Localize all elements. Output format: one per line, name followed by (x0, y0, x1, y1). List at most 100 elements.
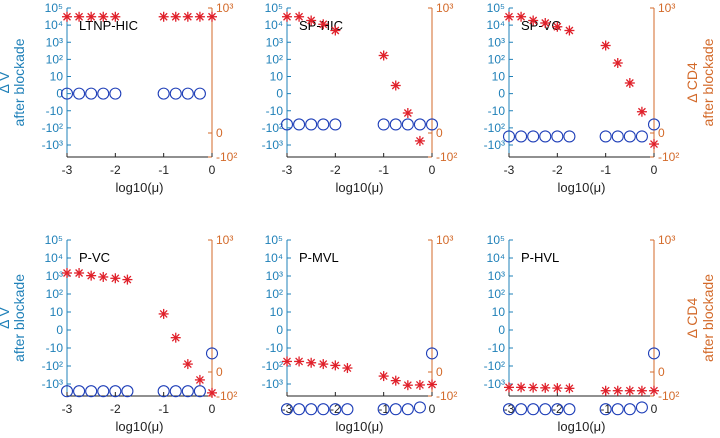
delta-v-circle-marker (109, 87, 122, 100)
asterisk-stroke (63, 269, 71, 277)
delta-v-circle-marker (60, 385, 74, 398)
right-tick-label: 10³ (216, 1, 233, 15)
cd4-asterisk-marker (182, 11, 193, 22)
right-tick-label: -10² (436, 150, 457, 164)
delta-v-circle-marker (502, 130, 516, 143)
delta-v-circle-marker (181, 385, 194, 398)
left-axis-title: Δ Vafter blockade (0, 38, 27, 126)
cd4-asterisk-marker (414, 135, 425, 146)
asterisk-stroke (391, 376, 400, 385)
left-tick-label: 10⁵ (45, 1, 63, 15)
delta-v-circle-marker (377, 118, 390, 131)
asterisk-stroke (517, 383, 526, 392)
x-tick-label: 0 (651, 163, 658, 177)
cd4-asterisk-marker (540, 18, 551, 28)
cd4-asterisk-marker (504, 382, 514, 393)
cd4-asterisk-marker (564, 383, 575, 394)
delta-v-circle-marker (157, 87, 170, 100)
cd4-asterisk-marker (636, 385, 647, 396)
cd4-asterisk-marker (170, 11, 181, 22)
left-tick-label: -10 (46, 104, 64, 118)
panel-title: LTNP-HIC (79, 18, 138, 33)
cd4-asterisk-marker (414, 379, 425, 390)
delta-v-circle-marker (563, 403, 576, 416)
asterisk-stroke (183, 12, 192, 21)
right-tick-label: 10³ (436, 233, 453, 247)
x-tick-label: -2 (110, 163, 121, 177)
right-tick-label: 0 (658, 365, 665, 379)
left-tick-label: -10² (262, 359, 283, 373)
right-axis-title: Δ CD4 after blockade (684, 38, 716, 126)
cd4-asterisk-marker (62, 11, 72, 22)
asterisk-stroke (99, 12, 108, 21)
asterisk-stroke (208, 12, 216, 21)
left-tick-label: 10³ (46, 269, 63, 283)
delta-v-circle-marker (413, 118, 426, 131)
x-tick-label: -1 (158, 402, 169, 416)
left-tick-label: 10³ (488, 35, 505, 49)
cd4-asterisk-marker (86, 11, 97, 22)
asterisk-stroke (517, 12, 526, 21)
delta-v-circle-marker (329, 118, 342, 131)
x-axis-label: log10(μ) (558, 180, 606, 195)
left-tick-label: 10³ (46, 35, 63, 49)
right-tick-label: 0 (436, 365, 443, 379)
asterisk-stroke (111, 274, 120, 283)
asterisk-stroke (601, 386, 610, 395)
right-tick-label: 10³ (216, 233, 233, 247)
asterisk-stroke (565, 26, 574, 35)
asterisk-stroke (553, 22, 562, 31)
asterisk-stroke (123, 275, 132, 284)
cd4-asterisk-marker (342, 363, 353, 374)
asterisk-stroke (529, 16, 538, 25)
left-tick-label: 10⁵ (265, 233, 283, 247)
delta-v-circle-marker (205, 347, 219, 360)
cd4-asterisk-marker (516, 11, 527, 22)
cd4-asterisk-marker (504, 11, 514, 22)
right-axis-title-line1: Δ CD4 (684, 62, 700, 103)
left-tick-label: -10 (488, 341, 506, 355)
left-tick-label: -10 (488, 104, 506, 118)
asterisk-stroke (307, 358, 316, 367)
asterisk-stroke (505, 12, 513, 21)
cd4-asterisk-marker (600, 40, 611, 51)
left-tick-label: -10² (262, 121, 283, 135)
cd4-asterisk-marker (294, 11, 305, 22)
cd4-asterisk-marker (624, 78, 635, 88)
cd4-asterisk-marker (207, 387, 217, 398)
x-tick-label: -2 (110, 402, 121, 416)
left-tick-label: 10⁵ (265, 1, 283, 15)
x-tick-label: -1 (600, 163, 611, 177)
delta-v-circle-marker (121, 385, 134, 398)
delta-v-circle-marker (647, 118, 661, 131)
left-tick-label: 0 (56, 87, 63, 101)
right-tick-label: 0 (658, 126, 665, 140)
delta-v-circle-marker (635, 401, 648, 414)
panel-title: P-VC (79, 250, 110, 265)
x-tick-label: -3 (282, 163, 293, 177)
delta-v-circle-marker (401, 403, 414, 416)
cd4-asterisk-marker (74, 11, 85, 22)
cd4-asterisk-marker (390, 375, 401, 386)
delta-v-circle-marker (611, 403, 624, 416)
left-tick-label: -10² (484, 121, 505, 135)
asterisk-stroke (541, 19, 550, 27)
x-axis-label: log10(μ) (336, 419, 384, 434)
cd4-asterisk-marker (282, 356, 292, 367)
cd4-asterisk-marker (528, 382, 539, 393)
right-tick-label: -10² (658, 389, 679, 403)
left-tick-label: 0 (498, 87, 505, 101)
left-tick-label: 10⁴ (486, 251, 505, 265)
right-tick-label: -10² (216, 150, 237, 164)
delta-v-circle-marker (527, 130, 540, 143)
left-tick-label: -10³ (484, 138, 505, 152)
asterisk-stroke (183, 360, 192, 369)
right-axis-title-line1: Δ CD4 (684, 298, 700, 339)
left-tick-label: 0 (276, 87, 283, 101)
asterisk-stroke (553, 384, 562, 393)
right-axis-title: Δ CD4 after blockade (684, 274, 716, 362)
left-tick-label: 10³ (266, 35, 283, 49)
x-tick-label: 0 (429, 163, 436, 177)
